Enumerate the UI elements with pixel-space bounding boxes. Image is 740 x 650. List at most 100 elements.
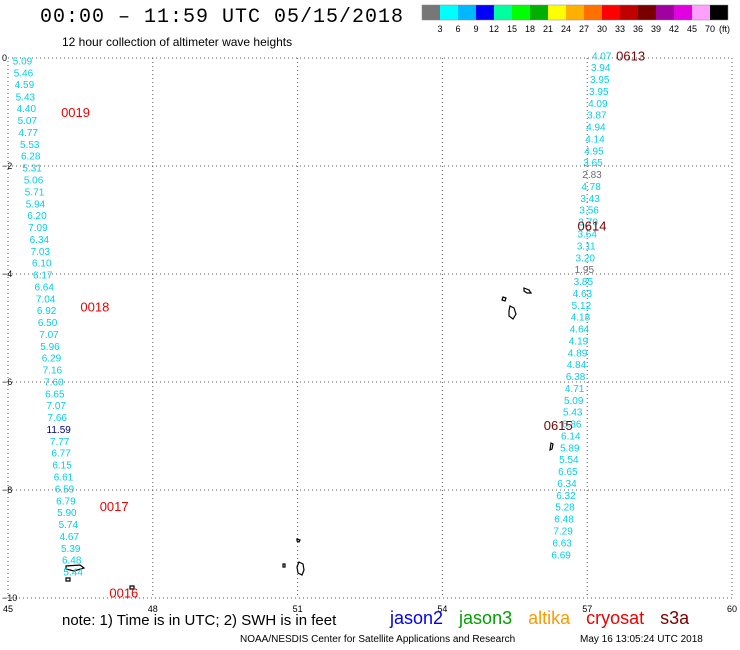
swh-value-label: 4.95 <box>584 146 604 157</box>
swh-value-label: 3.95 <box>590 75 610 86</box>
legend-swatch <box>440 5 458 20</box>
swh-value-label: 6.32 <box>556 491 576 502</box>
legend-swatch <box>584 5 602 20</box>
pass-number-label: 0017 <box>100 499 129 514</box>
swh-value-label: 4.64 <box>570 325 590 336</box>
legend-scale-label: 21 <box>543 24 553 34</box>
swh-value-label: 6.86 <box>562 420 582 431</box>
swh-value-label: 6.59 <box>55 484 75 495</box>
swh-value-label: 1.95 <box>575 265 595 276</box>
swh-value-label: 4.19 <box>569 336 589 347</box>
legend-swatch <box>620 5 638 20</box>
swh-value-label: 5.43 <box>16 92 36 103</box>
legend-scale-label: 45 <box>687 24 697 34</box>
legend-scale-label: 9 <box>473 24 478 34</box>
pass-number-label: 0016 <box>109 586 138 601</box>
swh-value-label: 4.18 <box>571 313 591 324</box>
swh-value-label: 5.31 <box>22 164 42 175</box>
swh-value-label: 5.39 <box>61 544 81 555</box>
swh-value-label: 5.46 <box>14 69 34 80</box>
swh-value-label: 5.12 <box>572 301 592 312</box>
x-tick-label: 51 <box>293 604 303 614</box>
legend-scale-label: 39 <box>651 24 661 34</box>
swh-value-label: 6.28 <box>21 152 41 163</box>
legend-scale-label: 27 <box>579 24 589 34</box>
swh-value-label: 4.77 <box>19 128 39 139</box>
legend-scale-label: 18 <box>525 24 535 34</box>
swh-value-label: 3.43 <box>580 194 600 205</box>
swh-value-label: 6.34 <box>30 235 50 246</box>
swh-value-label: 5.96 <box>40 342 60 353</box>
swh-value-label: 4.67 <box>60 532 80 543</box>
swh-value-label: 5.44 <box>63 568 83 579</box>
swh-value-label: 7.77 <box>50 437 70 448</box>
pass-number-label: 0614 <box>578 218 607 233</box>
pass-labels: 0019 0018 0017 0016 0613 0614 0615 <box>61 48 645 600</box>
swh-value-label: 6.50 <box>38 318 58 329</box>
satellite-cryosat: cryosat <box>586 608 645 628</box>
y-tick-label: −10 <box>2 593 17 603</box>
swh-value-label: 2.83 <box>582 170 602 181</box>
x-tick-label: 54 <box>437 604 447 614</box>
swh-value-label: 3.95 <box>589 87 609 98</box>
swh-value-label: 5.71 <box>25 187 45 198</box>
swh-value-label: 7.16 <box>43 366 63 377</box>
swh-value-label: 3.64 <box>577 230 597 241</box>
swh-value-label: 5.09 <box>13 57 33 68</box>
legend-scale-label: 12 <box>489 24 499 34</box>
legend-scale-label: 30 <box>597 24 607 34</box>
swh-value-label: 6.77 <box>51 449 71 460</box>
swh-value-label: 4.94 <box>586 123 606 134</box>
swh-value-label: 5.54 <box>559 455 579 466</box>
y-tick-label: −8 <box>2 485 12 495</box>
swh-value-label: 5.06 <box>24 176 44 187</box>
legend-swatch <box>530 5 548 20</box>
chart-subtitle: 12 hour collection of altimeter wave hei… <box>62 35 293 49</box>
swh-value-label: 5.28 <box>555 503 575 514</box>
swh-value-label: 6.10 <box>32 259 52 270</box>
swh-value-label: 3.56 <box>579 206 599 217</box>
satellite-legend: jason2 jason3 altika cryosat s3a <box>390 608 705 629</box>
legend-scale-label: 6 <box>455 24 460 34</box>
swh-value-label: 3.94 <box>591 63 611 74</box>
land-outline <box>508 305 517 320</box>
swh-value-label: 3.65 <box>583 158 603 169</box>
swh-value-label: 6.64 <box>34 282 54 293</box>
swh-value-label: 6.69 <box>551 550 571 561</box>
legend-scale-label: 42 <box>669 24 679 34</box>
swh-value-label: 3.70 <box>578 218 598 229</box>
swh-value-label: 6.29 <box>42 354 62 365</box>
swh-value-label: 6.79 <box>56 496 76 507</box>
x-tick-label: 60 <box>727 604 737 614</box>
legend-swatch <box>422 5 440 20</box>
swh-value-label: 7.03 <box>31 247 51 258</box>
legend-frame <box>421 4 729 21</box>
land-outline <box>65 564 86 572</box>
land-outline <box>523 287 533 294</box>
satellite-jason3: jason3 <box>459 608 513 628</box>
swh-value-label: 4.07 <box>592 51 612 62</box>
land-outline <box>501 296 507 302</box>
satellite-altika: altika <box>528 608 571 628</box>
legend-swatch <box>476 5 494 20</box>
swh-value-label: 4.09 <box>588 99 608 110</box>
land-outline <box>549 442 554 452</box>
swh-value-label: 3.85 <box>574 277 594 288</box>
footer-note: note: 1) Time is in UTC; 2) SWH is in fe… <box>62 612 337 629</box>
swh-value-label: 6.61 <box>54 473 74 484</box>
swh-value-label: 6.92 <box>37 306 57 317</box>
swh-value-label: 7.07 <box>47 401 67 412</box>
land-outline <box>282 563 286 568</box>
swh-value-label: 5.09 <box>564 396 584 407</box>
swh-value-label: 4.89 <box>568 348 588 359</box>
legend-swatch <box>602 5 620 20</box>
legend-scale-label: 24 <box>561 24 571 34</box>
y-axis-ticks: 0 −2 −4 −6 −8 −10 <box>2 53 17 603</box>
swh-value-label: 6.63 <box>552 538 572 549</box>
swh-value-label: 5.89 <box>560 443 580 454</box>
y-tick-label: −6 <box>2 377 12 387</box>
swh-value-label: 3.20 <box>576 253 596 264</box>
plot-frame <box>7 57 733 599</box>
footer-timestamp: May 16 13:05:24 UTC 2018 <box>580 634 703 645</box>
legend-swatch <box>548 5 566 20</box>
